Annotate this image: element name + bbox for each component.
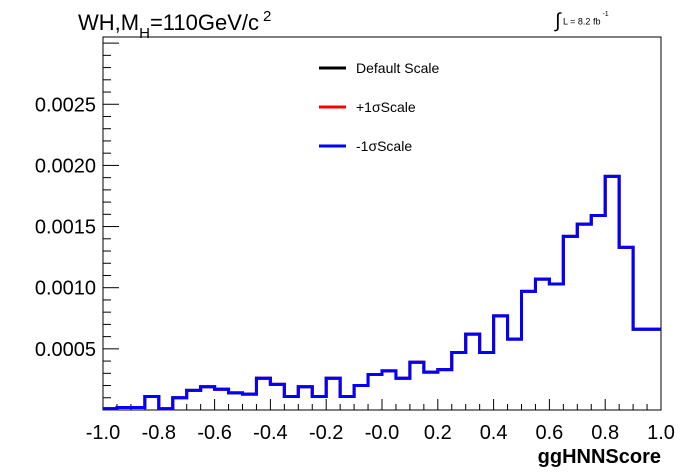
legend-label: -1σScale bbox=[356, 138, 412, 154]
title-main: WH,M bbox=[78, 10, 140, 35]
x-axis-label: ggHNNScore bbox=[538, 446, 661, 468]
y-tick-label: 0.0020 bbox=[35, 155, 96, 177]
legend-label: Default Scale bbox=[356, 60, 439, 76]
legend-label: +1σScale bbox=[356, 99, 416, 115]
integral-symbol: ∫ bbox=[555, 10, 561, 32]
x-tick-label: 1.0 bbox=[647, 422, 675, 444]
title-equation: =110GeV/c bbox=[149, 10, 259, 35]
x-tick-label: -0.0 bbox=[365, 422, 399, 444]
y-tick-label: 0.0005 bbox=[35, 339, 96, 361]
luminosity-text: L = 8.2 fb bbox=[563, 16, 601, 27]
x-tick-label: 0.6 bbox=[535, 422, 563, 444]
y-axis: 0.0005 0.0010 0.0015 0.0020 0.0025 bbox=[35, 42, 119, 399]
y-tick-label: 0.0015 bbox=[35, 217, 96, 239]
x-tick-label: -1.0 bbox=[86, 422, 120, 444]
x-tick-label: 0.4 bbox=[480, 422, 508, 444]
x-tick-label: -0.2 bbox=[309, 422, 343, 444]
legend: Default Scale +1σScale -1σScale bbox=[319, 60, 439, 154]
y-tick-label: 0.0025 bbox=[35, 94, 96, 116]
title-subscript: H bbox=[139, 25, 150, 42]
x-tick-label: 0.8 bbox=[591, 422, 619, 444]
x-tick-label: -0.4 bbox=[253, 422, 287, 444]
x-tick-label: -0.6 bbox=[197, 422, 231, 444]
title-superscript: 2 bbox=[263, 8, 272, 25]
chart-title: WH,MH=110GeV/c 2 bbox=[78, 8, 272, 42]
x-axis: -1.0 -0.8 -0.6 -0.4 -0.2 -0.0 0.2 0.4 0.6 0.8 1.0 bbox=[86, 399, 675, 444]
luminosity-superscript: -1 bbox=[602, 10, 609, 18]
x-tick-label: -0.8 bbox=[142, 422, 176, 444]
series-group bbox=[103, 174, 661, 411]
series-2-histogram bbox=[103, 174, 661, 411]
luminosity-label: ∫ L = 8.2 fb-1 bbox=[555, 10, 609, 33]
x-tick-label: 0.2 bbox=[424, 422, 452, 444]
y-tick-label: 0.0010 bbox=[35, 278, 96, 300]
